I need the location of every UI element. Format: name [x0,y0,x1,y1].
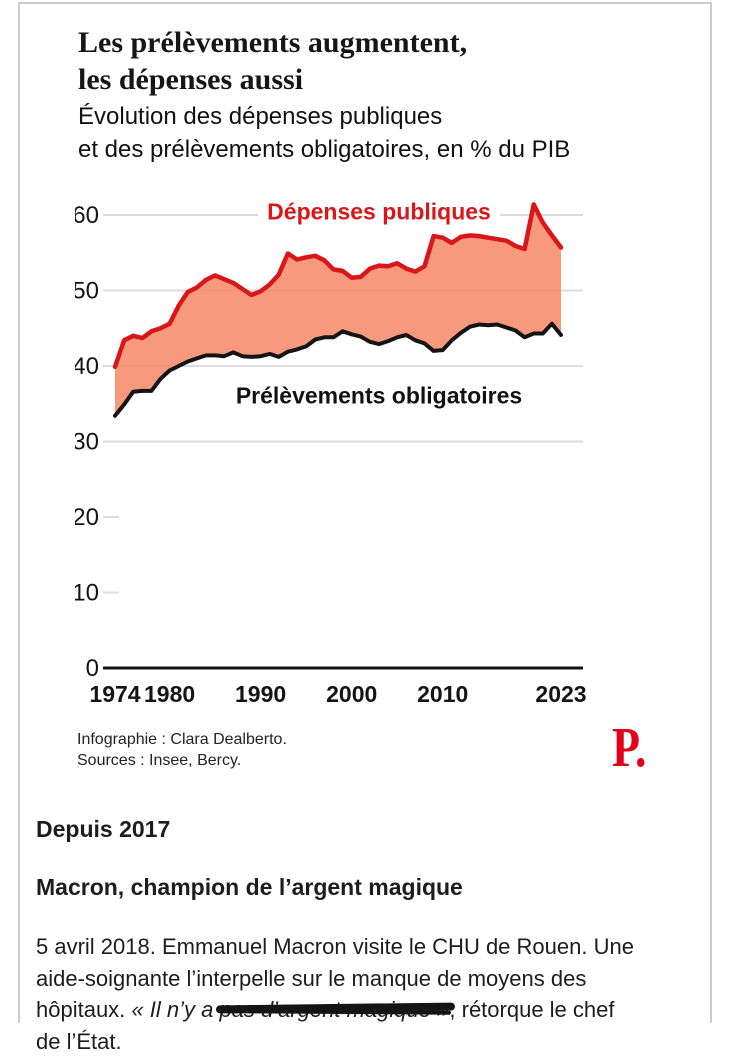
paragraph-line: aide-soignante l’interpelle sur le manqu… [36,963,712,995]
paragraph-text: hôpitaux. [36,997,131,1022]
y-tick-label: 30 [75,429,99,456]
article-paragraph: 5 avril 2018. Emmanuel Macron visite le … [36,931,712,1057]
article-subheading: Macron, champion de l’argent magique [36,874,463,901]
y-tick-label: 50 [75,278,99,305]
y-tick-label: 10 [75,580,99,607]
x-tick-label: 2023 [535,681,586,707]
chart-credits: Infographie : Clara Dealberto. Sources :… [77,729,287,771]
x-tick-label: 2010 [417,681,468,707]
paragraph-text: , rétorque le chef [449,997,614,1022]
article-section-heading: Depuis 2017 [36,816,170,843]
paragraph-line: 5 avril 2018. Emmanuel Macron visite le … [36,931,712,963]
y-tick-label: 0 [86,655,99,682]
page: { "infographic": { "title": "Les prélève… [0,0,731,1023]
x-tick-label: 2000 [326,681,377,707]
y-tick-label: 20 [75,504,99,531]
infographic-subtitle: Évolution des dépenses publiques et des … [78,100,570,166]
x-tick-label: 1974 [89,681,140,707]
credits-sources: Sources : Insee, Bercy. [77,750,287,771]
y-tick-label: 60 [75,202,99,229]
struck-quote-text: pas d’argent magique » [219,997,449,1022]
y-tick-label: 40 [75,353,99,380]
series-label-depenses-publiques: Dépenses publiques [258,199,500,226]
x-tick-label: 1980 [144,681,195,707]
x-tick-label: 1990 [235,681,286,707]
publication-logo: P. [612,720,646,776]
credits-infographie: Infographie : Clara Dealberto. [77,729,287,750]
series-label-prelevements-obligatoires: Prélèvements obligatoires [236,383,522,410]
paragraph-line: de l’État. [36,1026,712,1057]
quote-text: « Il n’y a [131,997,219,1022]
infographic-title: Les prélèvements augmentent, les dépense… [78,24,467,98]
paragraph-line: hôpitaux. « Il n’y a pas d’argent magiqu… [36,994,712,1026]
